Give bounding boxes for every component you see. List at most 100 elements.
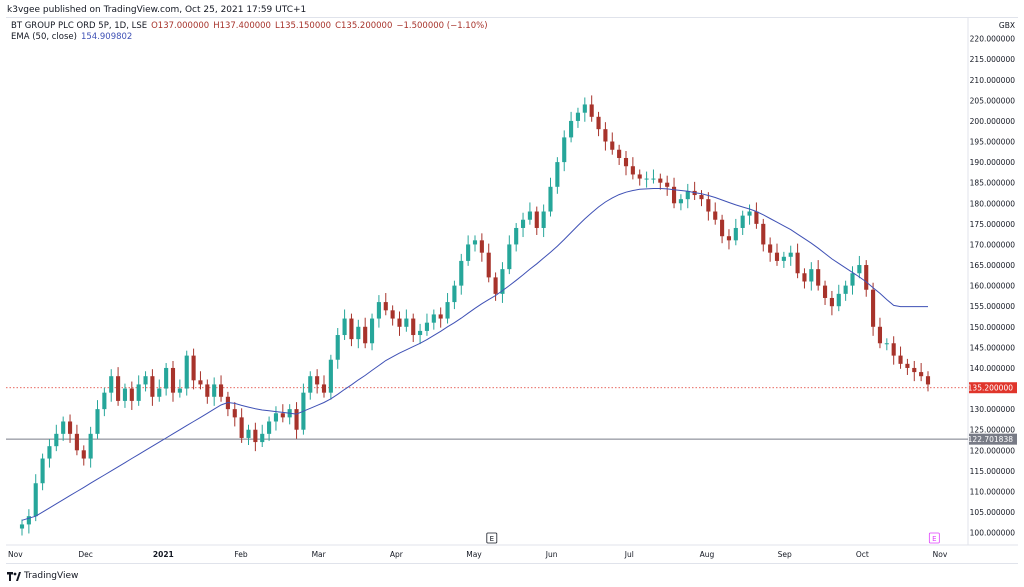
candle-body [534,211,539,228]
candle-body [383,302,388,311]
candle-body [67,421,73,434]
x-tick-label: Nov [933,550,948,559]
symbol-label[interactable]: BT GROUP PLC ORD 5P, 1D, LSE [11,21,148,31]
candle-body [637,174,642,179]
last-price-tag [969,382,1017,394]
candle-body [726,236,732,241]
candle-body [651,178,656,180]
candle-body [205,384,210,397]
candle-body [472,240,478,245]
candle-body [150,376,155,397]
y-tick-label: 180.000000 [970,199,1016,208]
candle-body [19,524,25,529]
candle-body [802,273,807,282]
event-marker-label: E [932,535,936,543]
candle-body [328,359,333,393]
y-tick-label: 110.000000 [970,487,1016,496]
candle-body [555,162,560,187]
candle-body [191,355,196,381]
ema-line[interactable] [21,188,928,521]
candle-body [61,421,66,434]
candle-body [170,367,176,393]
candle-body [829,297,834,307]
candle-body [164,367,169,389]
candle-body [397,318,402,327]
candle-body [431,314,436,323]
candle-body [157,388,162,397]
candle-body [246,429,251,438]
candle-body [81,450,86,459]
candle-body [754,211,759,224]
candle-body [280,413,285,418]
y-tick-label: 125.000000 [970,426,1016,435]
candle-body [74,433,79,451]
candle-body [644,178,649,180]
candle-body [424,322,430,331]
candle-body [575,112,581,121]
x-tick-label: May [466,550,482,559]
x-tick-label: Apr [390,550,404,559]
candle-body [273,413,279,422]
candle-body [699,195,704,200]
candle-body [582,104,587,113]
candle-body [562,137,567,163]
candle-body [713,211,718,220]
candle-body [363,326,368,344]
candle-body [816,269,821,286]
candle-body [438,314,443,319]
candle-body [514,227,519,245]
y-tick-label: 105.000000 [970,508,1016,517]
candle-body [527,211,532,220]
candle-body [671,186,677,204]
candle-body [720,219,725,237]
y-tick-label: 215.000000 [970,55,1016,64]
y-tick-label: 120.000000 [970,446,1016,455]
candle-body [212,384,217,397]
candle-body [102,392,107,410]
tradingview-logo-icon [7,571,21,581]
y-tick-label: 185.000000 [970,179,1016,188]
ema-label[interactable]: EMA (50, close) [11,32,77,42]
candle-body [507,244,512,270]
candle-body [95,409,100,434]
y-tick-label: 200.000000 [970,117,1016,126]
candle-body [919,372,924,377]
support-price-tag [969,433,1017,445]
open-value: O137.000000 [151,21,210,31]
candle-body [239,417,244,438]
candle-body [610,141,615,150]
candle-body [761,223,766,245]
candle-body [218,384,224,397]
candle-body [342,318,347,336]
candle-body [678,199,683,204]
y-tick-label: 190.000000 [970,158,1016,167]
x-tick-label: Dec [78,550,93,559]
candle-body [479,240,484,253]
candle-body [177,388,182,393]
candle-body [418,330,423,336]
candle-body [706,199,711,212]
event-marker[interactable] [486,532,498,544]
candle-body [445,302,450,319]
x-tick-label: Aug [700,550,715,559]
candle-body [452,285,457,303]
candle-body [795,252,800,274]
candle-body [335,335,340,360]
x-tick-label: Oct [856,550,869,559]
candle-body [617,149,622,158]
event-marker[interactable] [928,532,940,544]
candle-body [905,363,910,368]
candle-body [596,116,601,130]
candle-body [822,285,828,298]
candle-body [232,409,237,418]
candle-body [864,265,869,290]
y-tick-label: 205.000000 [970,96,1016,105]
candle-body [658,178,663,183]
change-value: −1.500000 (−1.10%) [396,21,488,31]
candle-body [747,211,752,216]
candle-body [781,256,786,261]
tradingview-brand[interactable]: TradingView [24,571,79,581]
publisher-line: k3vgee published on TradingView.com, Oct… [7,5,307,15]
candle-body [390,310,395,319]
